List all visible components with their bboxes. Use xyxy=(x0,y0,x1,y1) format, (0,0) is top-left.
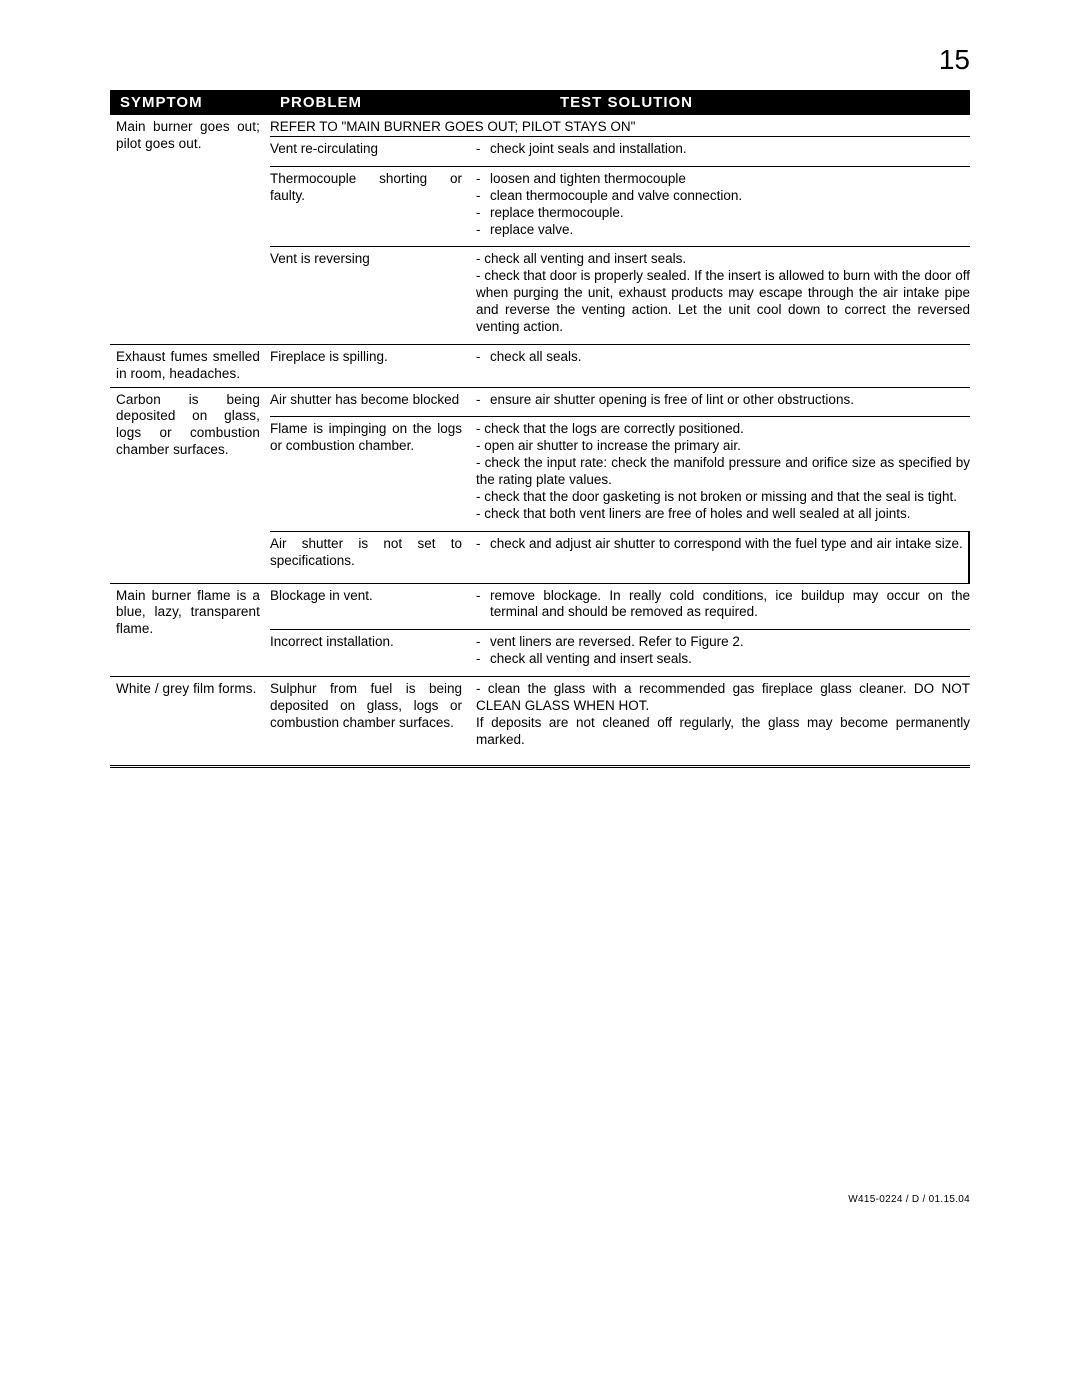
table-header: SYMPTOM PROBLEM TEST SOLUTION xyxy=(110,90,970,115)
solution-item: ensure air shutter opening is free of li… xyxy=(476,392,970,409)
solution-text: - clean the glass with a recommended gas… xyxy=(476,681,970,749)
solution-cell: - check that the logs are correctly posi… xyxy=(470,417,970,530)
symptom-group: Main burner flame is a blue, lazy, trans… xyxy=(110,583,970,677)
header-problem: PROBLEM xyxy=(280,94,560,111)
solution-list: check joint seals and installation. xyxy=(476,141,970,158)
table-row: Blockage in vent.remove blockage. In rea… xyxy=(270,584,970,630)
table-row: Vent re-circulating check joint seals and… xyxy=(270,137,970,166)
table-row: Vent is reversing- check all venting and… xyxy=(270,246,970,343)
solution-cell: check all seals. xyxy=(470,345,970,374)
page: 15 SYMPTOM PROBLEM TEST SOLUTION Main bu… xyxy=(0,0,1080,1397)
symptom-group: White / grey film forms.Sulphur from fue… xyxy=(110,676,970,757)
solution-text: - check that the logs are correctly posi… xyxy=(476,421,970,522)
table-row: Flame is impinging on the logs or combus… xyxy=(270,416,970,530)
rows-wrap: REFER TO "MAIN BURNER GOES OUT; PILOT ST… xyxy=(270,115,970,344)
solution-item: replace thermocouple. xyxy=(476,205,970,222)
problem-cell: Vent re-circulating xyxy=(270,137,470,166)
table-row: Air shutter has become blocked ensure air… xyxy=(270,388,970,417)
solution-text: - check all venting and insert seals. - … xyxy=(476,251,970,335)
solution-cell: vent liners are reversed. Refer to Figur… xyxy=(470,630,970,676)
problem-cell: Blockage in vent. xyxy=(270,584,470,630)
refer-text: REFER TO "MAIN BURNER GOES OUT; PILOT ST… xyxy=(270,115,970,137)
symptom-cell: Main burner goes out; pilot goes out. xyxy=(110,115,270,344)
solution-cell: check joint seals and installation. xyxy=(470,137,970,166)
solution-list: remove blockage. In really cold conditio… xyxy=(476,588,970,622)
problem-cell: Sulphur from fuel is being deposited on … xyxy=(270,677,470,757)
solution-list: ensure air shutter opening is free of li… xyxy=(476,392,970,409)
solution-item: loosen and tighten thermocouple xyxy=(476,171,970,188)
footer-code: W415-0224 / D / 01.15.04 xyxy=(848,1194,970,1205)
header-solution: TEST SOLUTION xyxy=(560,94,960,111)
table-row: Sulphur from fuel is being deposited on … xyxy=(270,677,970,757)
solution-list: check all seals. xyxy=(476,349,970,366)
solution-cell: loosen and tighten thermocoupleclean the… xyxy=(470,167,970,247)
symptom-group: Carbon is being deposited on glass, logs… xyxy=(110,387,970,583)
solution-list: loosen and tighten thermocoupleclean the… xyxy=(476,171,970,239)
solution-item: check all seals. xyxy=(476,349,970,366)
solution-cell: - check all venting and insert seals. - … xyxy=(470,247,970,343)
problem-cell: Incorrect installation. xyxy=(270,630,470,676)
symptom-cell: White / grey film forms. xyxy=(110,677,270,757)
table-row: Fireplace is spilling. check all seals. xyxy=(270,345,970,374)
solution-item: vent liners are reversed. Refer to Figur… xyxy=(476,634,970,651)
page-number: 15 xyxy=(939,44,970,76)
header-symptom: SYMPTOM xyxy=(120,94,280,111)
solution-item: check and adjust air shutter to correspo… xyxy=(476,536,968,553)
solution-cell: check and adjust air shutter to correspo… xyxy=(470,532,970,583)
rows-wrap: Fireplace is spilling. check all seals. xyxy=(270,345,970,387)
solution-item: replace valve. xyxy=(476,222,970,239)
table-row: Air shutter is not set to specifications… xyxy=(270,531,970,583)
solution-item: clean thermocouple and valve connection. xyxy=(476,188,970,205)
symptom-cell: Carbon is being deposited on glass, logs… xyxy=(110,388,270,583)
problem-cell: Vent is reversing xyxy=(270,247,470,343)
solution-cell: remove blockage. In really cold conditio… xyxy=(470,584,970,630)
rows-wrap: Sulphur from fuel is being deposited on … xyxy=(270,677,970,757)
symptom-cell: Main burner flame is a blue, lazy, trans… xyxy=(110,584,270,677)
solution-list: vent liners are reversed. Refer to Figur… xyxy=(476,634,970,668)
troubleshooting-table: Main burner goes out; pilot goes out.REF… xyxy=(110,115,970,768)
problem-cell: Flame is impinging on the logs or combus… xyxy=(270,417,470,530)
symptom-group: Main burner goes out; pilot goes out.REF… xyxy=(110,115,970,344)
solution-list: check and adjust air shutter to correspo… xyxy=(476,536,968,553)
symptom-cell: Exhaust fumes smelled in room, headaches… xyxy=(110,345,270,387)
rows-wrap: Blockage in vent.remove blockage. In rea… xyxy=(270,584,970,677)
solution-item: check joint seals and installation. xyxy=(476,141,970,158)
problem-cell: Air shutter is not set to specifications… xyxy=(270,532,470,583)
solution-cell: ensure air shutter opening is free of li… xyxy=(470,388,970,417)
rows-wrap: Air shutter has become blocked ensure air… xyxy=(270,388,970,583)
symptom-group: Exhaust fumes smelled in room, headaches… xyxy=(110,344,970,387)
problem-cell: Thermocouple shorting or faulty. xyxy=(270,167,470,247)
solution-item: remove blockage. In really cold conditio… xyxy=(476,588,970,622)
table-row: Thermocouple shorting or faulty.loosen a… xyxy=(270,166,970,247)
refer-row: REFER TO "MAIN BURNER GOES OUT; PILOT ST… xyxy=(270,115,970,137)
problem-cell: Fireplace is spilling. xyxy=(270,345,470,374)
table-row: Incorrect installation. vent liners are r… xyxy=(270,629,970,676)
problem-cell: Air shutter has become blocked xyxy=(270,388,470,417)
solution-item: check all venting and insert seals. xyxy=(476,651,970,668)
solution-cell: - clean the glass with a recommended gas… xyxy=(470,677,970,757)
